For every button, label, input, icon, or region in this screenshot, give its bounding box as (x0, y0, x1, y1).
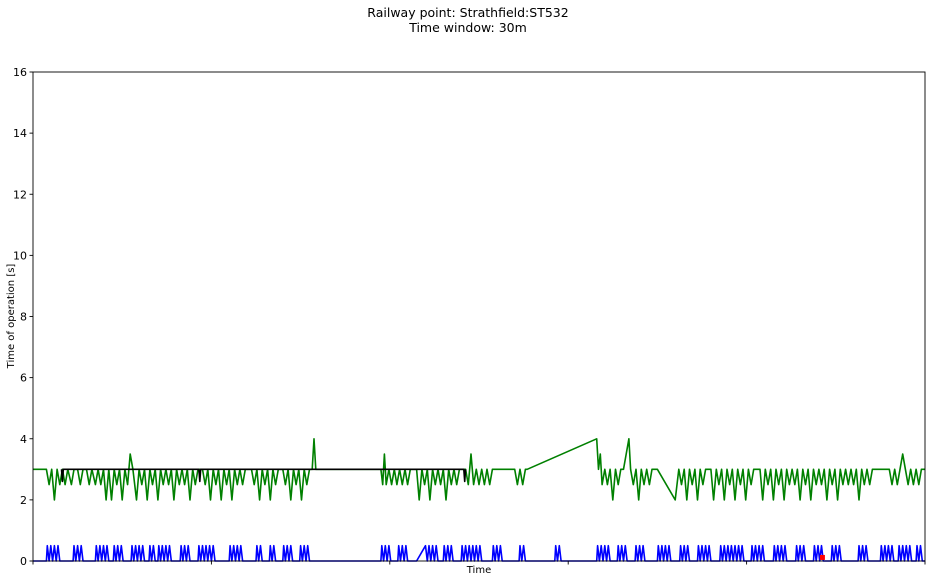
y-tick-label-8: 8 (20, 311, 27, 324)
series-line-1 (33, 544, 925, 562)
chart-title: Railway point: Strathfield:ST532 (367, 5, 568, 20)
y-axis: 0 2 4 6 8 10 12 14 16 (13, 66, 33, 568)
y-tick-label-0: 0 (20, 555, 27, 568)
series-line-0 (33, 438, 925, 501)
y-tick-label-16: 16 (13, 66, 27, 79)
y-axis-label: Time of operation [s] (6, 264, 17, 370)
x-axis (32, 561, 926, 565)
y-tick-label-6: 6 (20, 372, 27, 385)
x-axis-label: Time (466, 565, 491, 576)
series-line-2 (60, 468, 467, 483)
marker-layer (819, 554, 825, 560)
y-tick-label-10: 10 (13, 249, 27, 262)
marker-point-0 (819, 554, 825, 560)
y-tick-label-4: 4 (20, 433, 27, 446)
y-tick-label-2: 2 (20, 494, 27, 507)
y-tick-label-12: 12 (13, 188, 27, 201)
plot-frame (32, 71, 926, 562)
chart-subtitle: Time window: 30m (408, 20, 527, 35)
y-tick-label-14: 14 (13, 127, 27, 140)
series-layer (33, 438, 925, 562)
